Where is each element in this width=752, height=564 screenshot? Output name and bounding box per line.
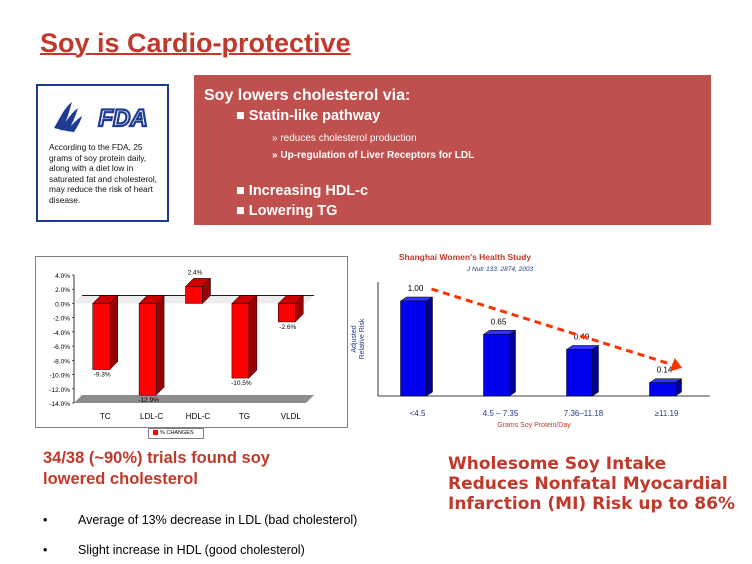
panel-heading: Soy lowers cholesterol via: — [204, 87, 411, 104]
value-label: 0.14 — [657, 366, 673, 375]
x-tick-label: 7.36–11.18 — [564, 409, 604, 418]
y-tick-label: -12.0% — [49, 387, 70, 394]
y-tick-label: -14.0% — [49, 401, 70, 408]
value-label: -10.5% — [231, 380, 252, 387]
value-label: 1.00 — [408, 284, 424, 293]
y-tick-label: -8.0% — [53, 358, 70, 365]
y-tick-label: 2.0% — [55, 287, 70, 294]
bar — [400, 300, 427, 397]
y-tick-label: -6.0% — [53, 344, 70, 351]
square-bullet-icon: ■ — [236, 108, 249, 124]
bullet-ldl: • Average of 13% decrease in LDL (bad cho… — [43, 513, 358, 527]
value-label: 0.65 — [491, 317, 507, 326]
mechanism-panel: Soy lowers cholesterol via: ■ Statin-lik… — [194, 75, 711, 225]
bullet-dot-icon: • — [43, 543, 48, 557]
panel-subitem-production: » reduces cholesterol production — [272, 133, 417, 144]
panel-item-hdl: ■ Increasing HDL-c — [236, 183, 369, 199]
y-tick-label: -10.0% — [49, 373, 70, 380]
y-tick-label: 0.0% — [55, 301, 70, 308]
y-axis-label-line: Relative Risk — [359, 318, 366, 359]
bar — [138, 303, 157, 396]
bar-side — [426, 296, 433, 397]
double-chevron-icon: » — [272, 133, 281, 144]
lipid-change-chart: 4.0% 2.0% 0.0% -2.0% -4.0% -6.0% -8.0% -10.0% -1… — [35, 256, 348, 428]
y-axis-label: AdjustedRelative Risk — [351, 318, 366, 359]
x-tick-label: TC — [100, 412, 111, 421]
chart-floor — [74, 395, 314, 403]
x-tick-label: TG — [239, 412, 250, 421]
x-tick-label: ≥11.19 — [655, 409, 679, 418]
x-axis-label: Grams Soy Protein/Day — [497, 422, 571, 429]
x-tick-label: VLDL — [281, 412, 302, 421]
value-label: -12.9% — [138, 397, 159, 404]
legend-label: % CHANGES — [160, 430, 194, 436]
trend-arrow-icon — [670, 358, 683, 372]
lipid-change-chart-svg: 4.0% 2.0% 0.0% -2.0% -4.0% -6.0% -8.0% -10.0% -1… — [49, 273, 314, 421]
trials-summary: 34/38 (~90%) trials found soy lowered ch… — [43, 449, 270, 488]
chart-title: Shanghai Women's Health Study — [399, 252, 531, 262]
panel-subitem-ldl-receptors: » Up-regulation of Liver Receptors for L… — [272, 150, 475, 161]
bar — [231, 303, 250, 379]
bar — [92, 303, 110, 370]
y-tick-label: -2.0% — [53, 316, 70, 323]
value-label: -2.6% — [279, 324, 296, 331]
bar — [649, 382, 676, 397]
fda-statement: According to the FDA, 25 grams of soy pr… — [49, 142, 158, 205]
bar — [566, 349, 593, 397]
chart-subtitle: J Nutr 133: 2874, 2003 — [466, 266, 534, 273]
x-tick-label: HDL-C — [186, 412, 211, 421]
bar-side — [509, 329, 516, 397]
x-tick-label: <4.5 — [410, 409, 426, 418]
x-tick-label: LDL-C — [140, 412, 163, 421]
relative-risk-chart: Shanghai Women's Health Study J Nutr 133:… — [351, 252, 710, 429]
bullet-dot-icon: • — [43, 513, 48, 527]
fda-logo: FDA — [54, 102, 156, 133]
x-tick-label: 4.5 – 7.35 — [483, 409, 519, 418]
bullet-hdl: • Slight increase in HDL (good cholestero… — [43, 543, 305, 557]
mi-risk-statement: Wholesome Soy Intake Reduces Nonfatal My… — [448, 454, 735, 514]
legend-swatch — [153, 430, 158, 436]
hhs-eagle-icon — [54, 102, 82, 132]
bar — [185, 286, 203, 304]
trend-arrow-line — [431, 287, 673, 367]
value-label: -9.3% — [94, 372, 111, 379]
chart-legend: % CHANGES — [148, 428, 204, 439]
panel-item-tg: ■ Lowering TG — [236, 203, 338, 219]
fda-logo-text: FDA — [98, 105, 147, 132]
value-label: 2.4% — [188, 269, 203, 276]
y-tick-label: 4.0% — [55, 273, 70, 280]
double-chevron-icon: » — [272, 150, 281, 161]
slide-title: Soy is Cardio-protective — [40, 28, 351, 58]
panel-item-statin: ■ Statin-like pathway — [236, 108, 381, 124]
fda-box: FDA According to the FDA, 25 grams of so… — [36, 84, 169, 222]
bar — [483, 334, 510, 397]
y-tick-label: -4.0% — [53, 330, 70, 337]
bar — [278, 303, 296, 323]
bar-side — [592, 344, 599, 397]
square-bullet-icon: ■ — [236, 183, 249, 199]
y-axis-label-line: Adjusted — [351, 325, 358, 352]
square-bullet-icon: ■ — [236, 203, 249, 219]
